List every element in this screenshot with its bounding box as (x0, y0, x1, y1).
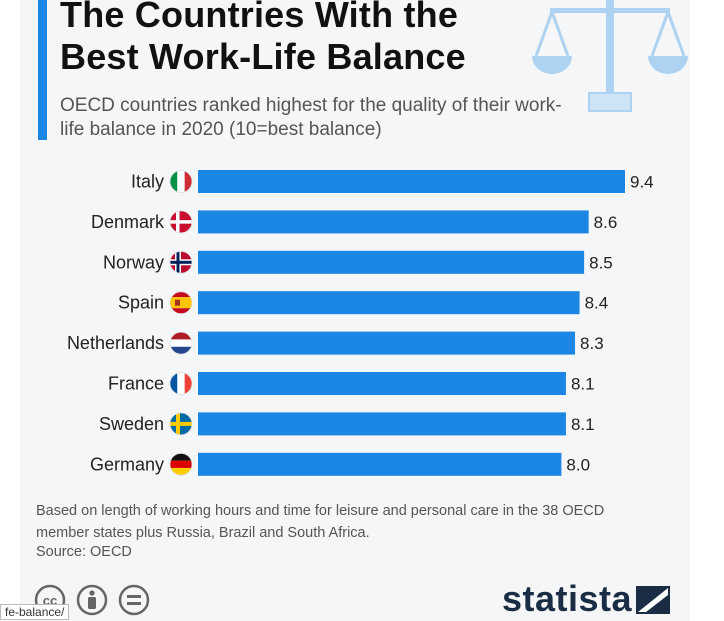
value-label: 8.6 (594, 213, 618, 232)
bar (198, 331, 576, 355)
category-label: Sweden (99, 414, 164, 434)
value-label: 9.4 (630, 173, 654, 192)
value-label: 8.1 (571, 375, 595, 394)
bar-row-spain: Spain 8.4 (118, 291, 609, 315)
bar (198, 291, 580, 315)
norway-flag-icon (169, 250, 193, 274)
url-fragment[interactable]: fe-balance/ (0, 604, 70, 620)
category-label: Netherlands (67, 333, 164, 353)
bar (198, 170, 625, 193)
spain-flag-icon (169, 291, 193, 315)
value-label: 8.1 (571, 415, 595, 434)
italy-flag-icon (169, 170, 193, 193)
attribution-icon (76, 584, 108, 616)
category-label: Denmark (91, 212, 165, 232)
accent-bar (38, 0, 47, 140)
bar-row-netherlands: Netherlands 8.3 (67, 331, 604, 355)
bar-row-norway: Norway 8.5 (103, 250, 613, 274)
bar (198, 250, 585, 274)
category-label: Germany (90, 454, 164, 474)
scales-of-justice-icon (532, 0, 688, 112)
value-label: 8.0 (566, 455, 590, 474)
bar (198, 210, 589, 234)
germany-flag-icon (169, 452, 193, 476)
france-flag-icon (169, 372, 193, 395)
bar (198, 372, 566, 395)
bar (198, 412, 566, 436)
value-label: 8.4 (585, 294, 609, 313)
bar-row-italy: Italy 9.4 (131, 170, 654, 193)
bar-row-france: France 8.1 (108, 372, 595, 395)
category-label: Norway (103, 252, 164, 272)
bar-row-germany: Germany 8.0 (90, 452, 590, 476)
denmark-flag-icon (169, 210, 193, 234)
no-derivatives-icon (118, 584, 150, 616)
bar (198, 452, 562, 476)
category-label: France (108, 374, 164, 394)
footnote: Based on length of working hours and tim… (36, 503, 605, 541)
bar-row-denmark: Denmark 8.6 (91, 210, 618, 234)
statista-mark-icon (636, 586, 670, 614)
chart-title: The Countries With the Best Work-Life Ba… (60, 0, 466, 77)
category-label: Italy (131, 172, 164, 192)
category-label: Spain (118, 293, 164, 313)
value-label: 8.3 (580, 334, 604, 353)
value-label: 8.5 (589, 253, 613, 272)
source-note: Source: OECD (36, 544, 132, 560)
bar-row-sweden: Sweden 8.1 (99, 412, 595, 436)
netherlands-flag-icon (169, 331, 193, 355)
statista-logo: statista (502, 578, 633, 619)
sweden-flag-icon (169, 412, 193, 436)
chart-subtitle: OECD countries ranked highest for the qu… (60, 95, 562, 140)
bar-chart: Italy 9.4 Denmark 8.6 Norway 8.5 Spain 8.4 Nethe… (67, 170, 654, 476)
